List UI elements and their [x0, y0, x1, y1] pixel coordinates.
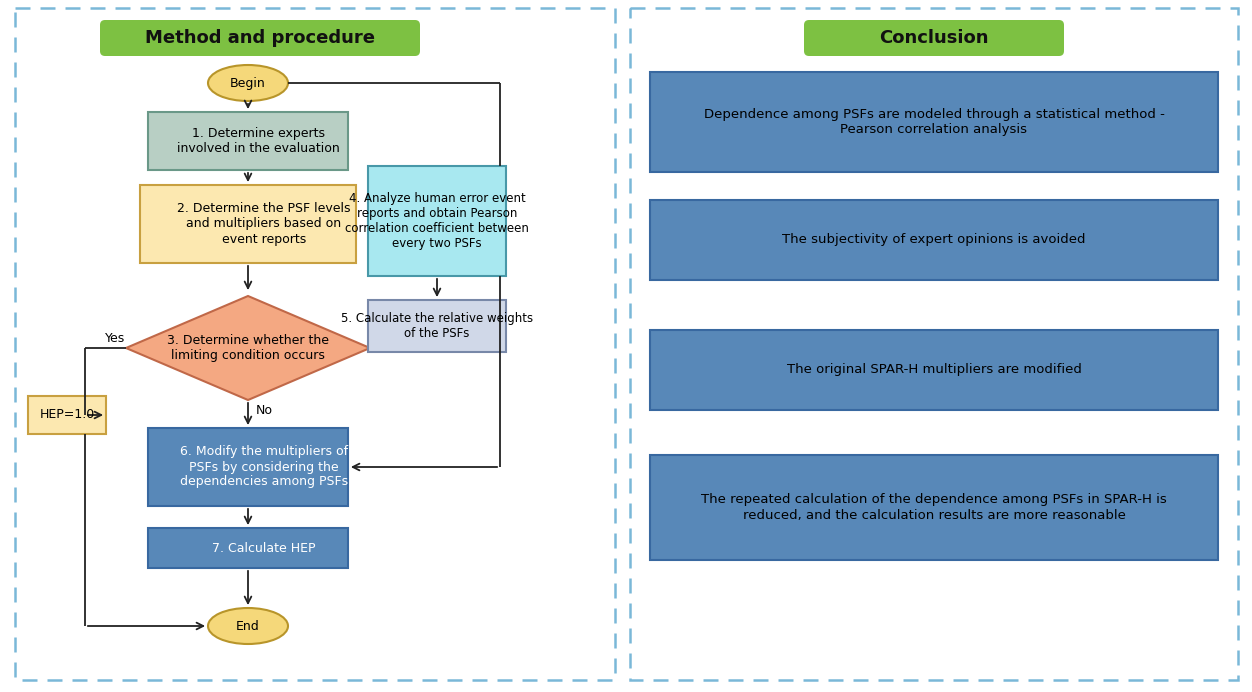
Text: 1. Determine experts
involved in the evaluation: 1. Determine experts involved in the eva… [177, 127, 339, 155]
Text: 3. Determine whether the
limiting condition occurs: 3. Determine whether the limiting condit… [167, 334, 329, 362]
Text: Yes: Yes [105, 331, 125, 345]
Text: Conclusion: Conclusion [879, 29, 989, 47]
Ellipse shape [208, 608, 288, 644]
Bar [15, 8, 615, 680]
Text: HEP=1.0: HEP=1.0 [39, 408, 95, 421]
FancyBboxPatch shape [140, 185, 356, 263]
Text: 2. Determine the PSF levels
and multipliers based on
event reports: 2. Determine the PSF levels and multipli… [178, 203, 351, 246]
Ellipse shape [208, 65, 288, 101]
Text: Method and procedure: Method and procedure [145, 29, 376, 47]
Text: End: End [237, 619, 260, 632]
Polygon shape [126, 296, 371, 400]
Text: The subjectivity of expert opinions is avoided: The subjectivity of expert opinions is a… [782, 233, 1085, 246]
Text: 5. Calculate the relative weights
of the PSFs: 5. Calculate the relative weights of the… [341, 312, 533, 340]
Text: No: No [255, 403, 273, 417]
Text: Begin: Begin [230, 77, 265, 89]
Text: The original SPAR-H multipliers are modified: The original SPAR-H multipliers are modi… [786, 363, 1082, 376]
FancyBboxPatch shape [368, 300, 506, 352]
FancyBboxPatch shape [650, 455, 1218, 560]
FancyBboxPatch shape [148, 428, 348, 506]
FancyBboxPatch shape [28, 396, 106, 434]
Text: 4. Analyze human error event
reports and obtain Pearson
correlation coefficient : 4. Analyze human error event reports and… [346, 192, 528, 250]
FancyBboxPatch shape [650, 72, 1218, 172]
FancyBboxPatch shape [650, 200, 1218, 280]
Text: 6. Modify the multipliers of
PSFs by considering the
dependencies among PSFs: 6. Modify the multipliers of PSFs by con… [180, 446, 348, 489]
FancyBboxPatch shape [368, 166, 506, 276]
Text: 7. Calculate HEP: 7. Calculate HEP [213, 542, 316, 554]
FancyBboxPatch shape [804, 20, 1064, 56]
FancyBboxPatch shape [100, 20, 419, 56]
FancyBboxPatch shape [148, 112, 348, 170]
FancyBboxPatch shape [148, 528, 348, 568]
Text: Dependence among PSFs are modeled through a statistical method -
Pearson correla: Dependence among PSFs are modeled throug… [704, 108, 1164, 136]
Text: The repeated calculation of the dependence among PSFs in SPAR-H is
reduced, and : The repeated calculation of the dependen… [701, 493, 1167, 522]
Bar [630, 8, 1238, 680]
FancyBboxPatch shape [650, 330, 1218, 410]
